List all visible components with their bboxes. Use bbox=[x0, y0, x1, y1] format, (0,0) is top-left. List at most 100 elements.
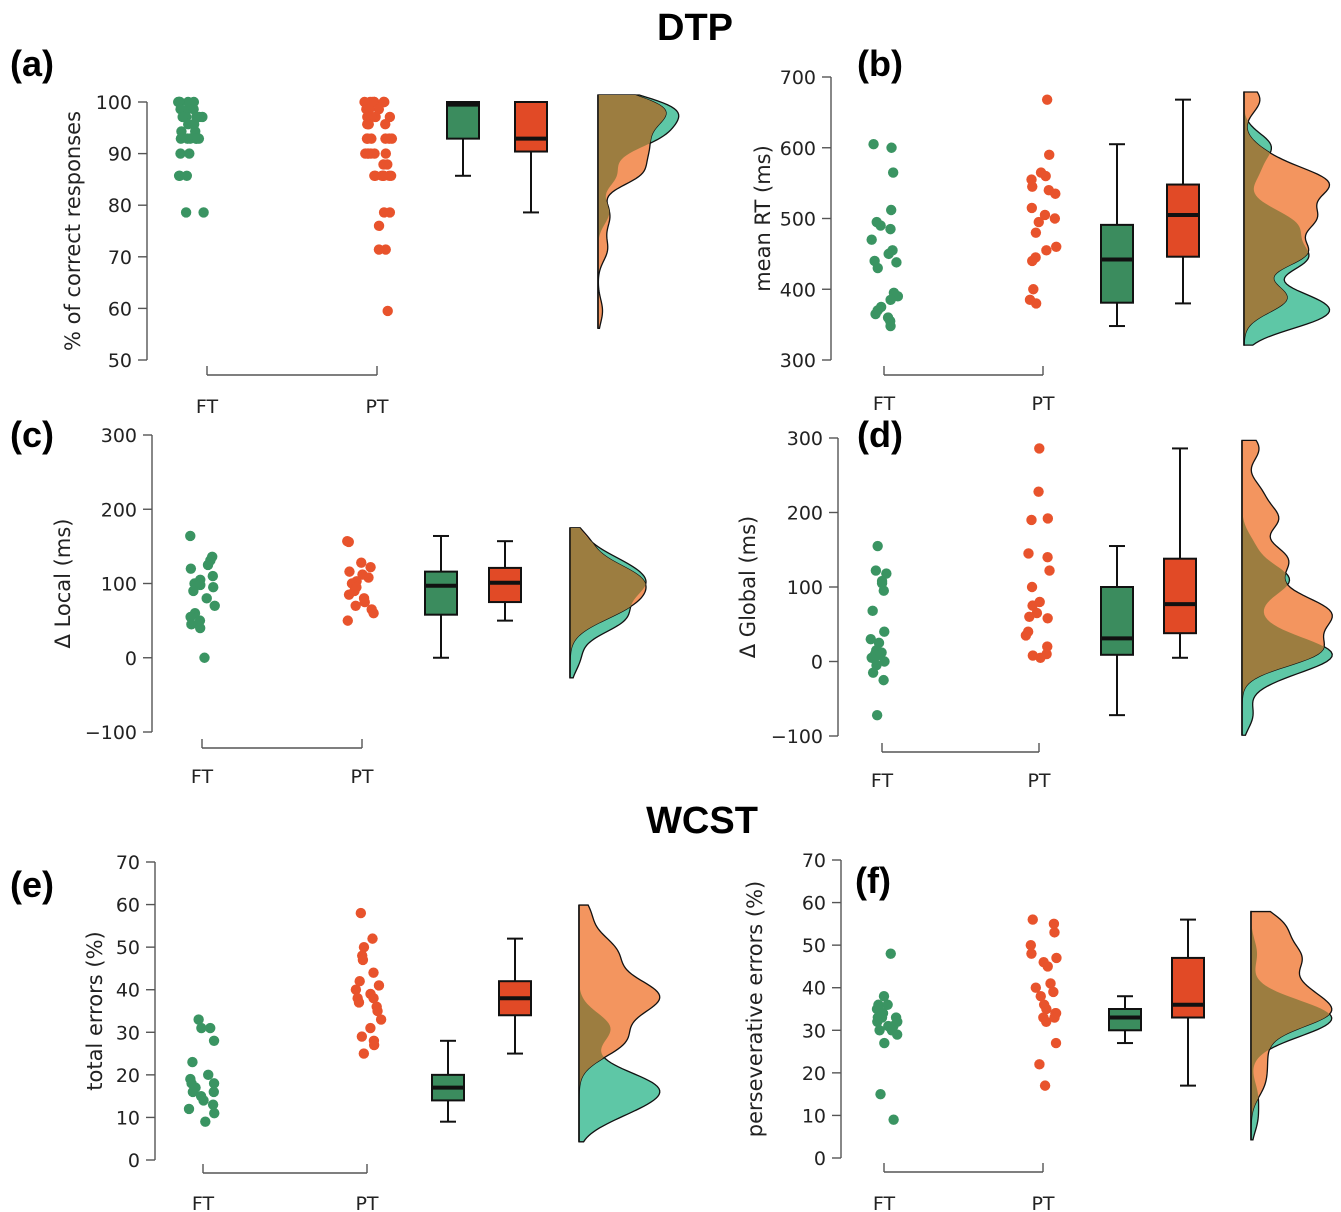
data-point-pt bbox=[1039, 1080, 1051, 1091]
y-tick-label: 90 bbox=[108, 144, 132, 166]
data-point-pt bbox=[356, 557, 367, 568]
data-point-pt bbox=[343, 589, 355, 600]
data-point-ft bbox=[870, 308, 881, 320]
data-point-pt bbox=[380, 148, 392, 159]
data-point-pt bbox=[353, 997, 365, 1008]
y-tick-label: 700 bbox=[780, 67, 816, 89]
data-point-pt bbox=[350, 984, 362, 995]
y-axis-title: perseverative errors (%) bbox=[743, 881, 767, 1137]
data-point-ft bbox=[885, 223, 896, 235]
data-point-ft bbox=[867, 667, 879, 678]
data-point-ft bbox=[194, 622, 206, 634]
box-iqr bbox=[446, 101, 480, 140]
boxplot-pt bbox=[488, 540, 522, 622]
data-point-ft bbox=[174, 170, 185, 181]
data-point-ft bbox=[188, 585, 199, 597]
y-tick-label: 70 bbox=[802, 850, 826, 872]
data-point-ft bbox=[891, 1029, 903, 1040]
density-overlap bbox=[1242, 440, 1325, 736]
y-tick-label: 200 bbox=[101, 499, 137, 521]
boxplot-ft bbox=[446, 101, 480, 177]
x-tick-label: FT bbox=[873, 1193, 896, 1212]
data-point-ft bbox=[207, 570, 219, 582]
data-point-ft bbox=[868, 139, 879, 150]
data-point-pt bbox=[1050, 188, 1061, 199]
panel-c: (c) −100 0 100 200 300 Δ Local (ms) FT PT bbox=[10, 414, 647, 788]
density-clouds bbox=[1243, 91, 1331, 346]
data-point-ft bbox=[177, 111, 188, 123]
data-point-ft bbox=[879, 656, 890, 667]
data-point-pt bbox=[358, 941, 370, 953]
data-point-pt bbox=[363, 572, 374, 583]
y-tick-label: 40 bbox=[802, 978, 826, 1000]
data-point-pt bbox=[343, 536, 354, 548]
density-overlap bbox=[570, 527, 646, 678]
y-tick-label: 30 bbox=[802, 1020, 826, 1042]
data-point-ft bbox=[202, 559, 214, 571]
boxplot-ft bbox=[431, 1039, 465, 1123]
data-point-ft bbox=[208, 582, 219, 593]
x-tick-label: FT bbox=[196, 396, 219, 418]
data-point-ft bbox=[201, 593, 212, 604]
box-iqr bbox=[1108, 1008, 1142, 1032]
data-point-ft bbox=[879, 626, 890, 637]
data-point-pt bbox=[375, 1014, 387, 1025]
y-tick-label: 20 bbox=[802, 1063, 826, 1085]
data-point-pt bbox=[1020, 630, 1032, 641]
data-point-pt bbox=[342, 615, 353, 626]
y-tick-label: 0 bbox=[811, 652, 823, 674]
data-point-pt bbox=[1025, 939, 1037, 951]
y-tick-label: 500 bbox=[780, 209, 816, 231]
data-point-ft bbox=[865, 633, 876, 645]
data-point-pt bbox=[1050, 1037, 1062, 1049]
data-point-ft bbox=[871, 709, 883, 721]
section-title-dtp: DTP bbox=[657, 7, 733, 49]
data-point-pt bbox=[368, 967, 379, 978]
y-axis-title: % of correct responses bbox=[61, 111, 85, 351]
y-tick-label: 50 bbox=[108, 350, 132, 372]
data-point-pt bbox=[1030, 227, 1042, 238]
data-point-ft bbox=[870, 565, 882, 576]
y-tick-label: 40 bbox=[116, 980, 140, 1002]
boxplot-pt bbox=[498, 937, 532, 1055]
boxplot-pt bbox=[1163, 447, 1197, 659]
data-point-ft bbox=[207, 1099, 219, 1110]
data-point-pt bbox=[1042, 613, 1053, 624]
data-point-pt bbox=[355, 907, 367, 919]
data-point-pt bbox=[1028, 284, 1039, 295]
data-point-ft bbox=[198, 207, 209, 218]
data-point-ft bbox=[878, 674, 889, 686]
data-point-ft bbox=[209, 600, 220, 611]
data-point-pt bbox=[1026, 948, 1037, 959]
data-point-pt bbox=[378, 170, 389, 181]
y-tick-label: 60 bbox=[108, 298, 132, 320]
panel-label: (b) bbox=[857, 43, 903, 84]
y-tick-label: 10 bbox=[116, 1107, 140, 1129]
panel-f: (f) 0 10 20 30 40 50 60 70 perseverative errors (… bbox=[743, 850, 1333, 1212]
data-point-pt bbox=[358, 1048, 370, 1059]
boxplot-ft bbox=[424, 534, 458, 659]
data-point-pt bbox=[1041, 94, 1053, 105]
data-point-ft bbox=[882, 999, 893, 1010]
data-point-ft bbox=[199, 652, 210, 663]
data-point-ft bbox=[872, 1016, 883, 1027]
data-point-ft bbox=[183, 1103, 195, 1115]
x-tick-label: PT bbox=[1027, 770, 1050, 792]
y-tick-label: 70 bbox=[116, 852, 140, 874]
panel-d: (d) −100 0 100 200 300 Δ Global (ms) FT PT bbox=[736, 414, 1333, 792]
data-point-ft bbox=[186, 619, 197, 630]
y-tick-label: 100 bbox=[787, 577, 823, 599]
data-point-ft bbox=[208, 1086, 220, 1098]
data-point-ft bbox=[888, 1114, 899, 1125]
data-point-ft bbox=[185, 563, 197, 574]
y-tick-label: 300 bbox=[787, 428, 823, 450]
data-point-pt bbox=[1024, 611, 1035, 622]
data-point-pt bbox=[367, 933, 378, 944]
density-clouds bbox=[1241, 439, 1333, 736]
x-tick-label: PT bbox=[350, 766, 373, 788]
data-point-ft bbox=[175, 148, 186, 159]
data-point-pt bbox=[344, 566, 355, 577]
data-point-pt bbox=[1042, 513, 1054, 524]
data-point-pt bbox=[1042, 641, 1053, 652]
